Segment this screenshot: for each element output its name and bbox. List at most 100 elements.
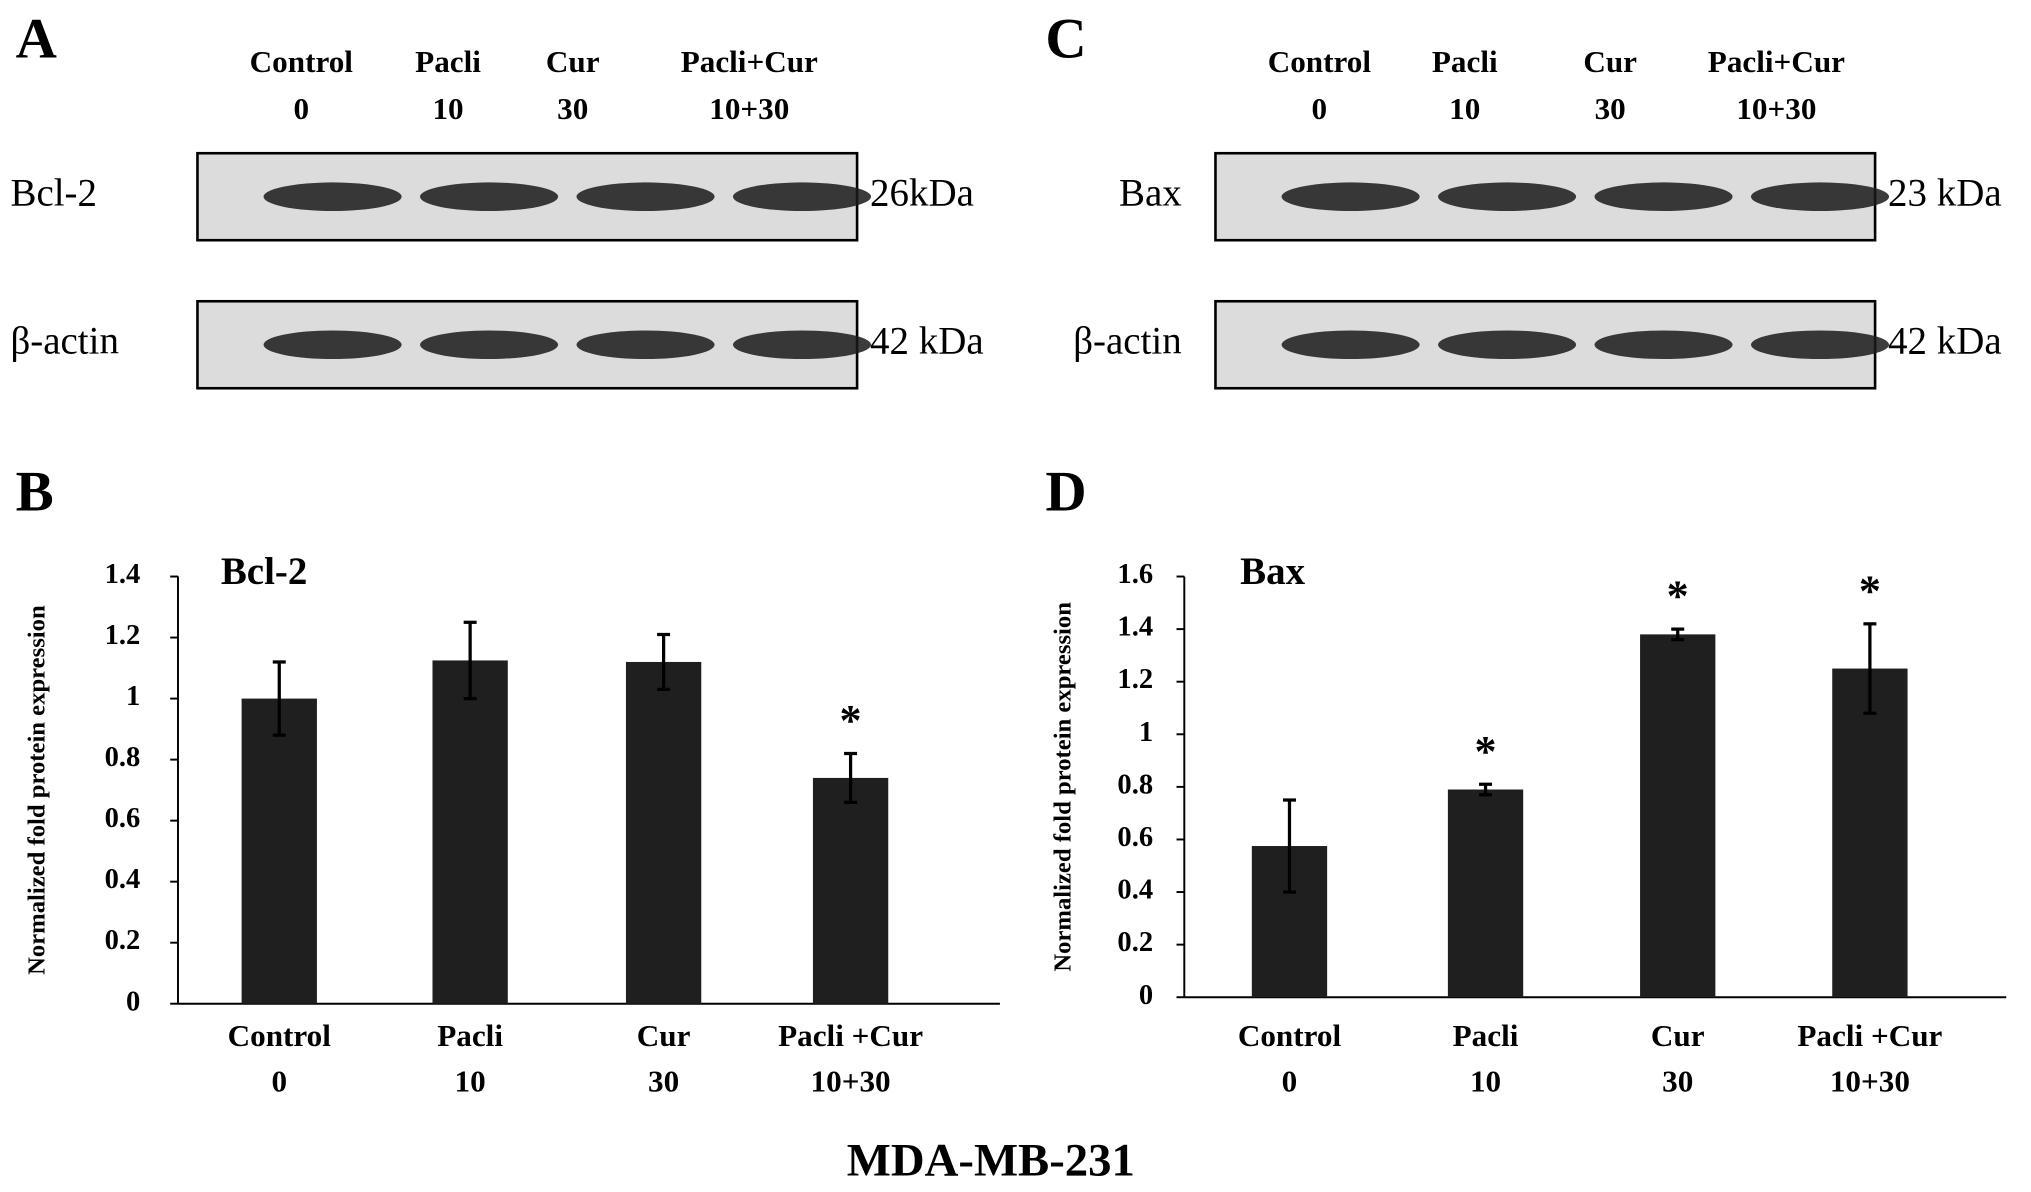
x-tick-label: Cur (637, 1018, 691, 1053)
x-tick-sublabel: 10+30 (811, 1063, 891, 1098)
lane-label: Pacli (415, 44, 481, 79)
x-tick-sublabel: 0 (1282, 1063, 1298, 1098)
panel-letter: C (1045, 7, 1086, 70)
lane-label: Control (250, 44, 354, 79)
blot-band (263, 182, 402, 212)
y-tick-label: 1 (1139, 717, 1153, 748)
blot-band (263, 330, 402, 360)
bar (1447, 789, 1524, 998)
x-tick-label: Pacli +Cur (778, 1018, 923, 1053)
error-bar (1671, 627, 1685, 642)
x-tick-sublabel: 0 (271, 1063, 287, 1098)
band-size: 23 kDa (1888, 172, 2002, 215)
bar (432, 660, 508, 1004)
y-tick-label: 1 (126, 681, 140, 712)
error-bar (463, 620, 477, 701)
bar (1832, 668, 1908, 998)
lane-dose: 10 (1449, 91, 1480, 126)
lane-dose: 10+30 (1736, 91, 1816, 126)
x-tick-label: Cur (1651, 1018, 1705, 1053)
band-size: 42 kDa (870, 320, 984, 363)
row-label: Bcl-2 (10, 172, 97, 215)
error-bar (844, 751, 858, 804)
x-tick-label: Pacli (437, 1018, 503, 1053)
y-tick-label: 1.4 (105, 559, 141, 590)
blot-band (732, 330, 872, 360)
bar (625, 661, 702, 1004)
y-tick-label: 0.4 (105, 864, 141, 895)
y-tick-label: 0 (1139, 980, 1153, 1011)
chart-title: Bax (1240, 550, 1305, 593)
y-tick-label: 0.8 (105, 742, 141, 773)
band-size: 42 kDa (1888, 320, 2002, 363)
blot-band (1438, 182, 1577, 212)
blot-band (576, 330, 715, 360)
y-axis-label: Normalized fold protein expression (1049, 602, 1076, 972)
y-tick-label: 0 (126, 986, 140, 1017)
error-bar (657, 632, 671, 692)
lane-label: Pacli+Cur (681, 44, 818, 79)
y-axis-label: Normalized fold protein expression (24, 605, 51, 975)
blot-band (1594, 182, 1733, 212)
blot-band (420, 182, 559, 212)
y-tick-label: 1.2 (105, 620, 141, 651)
y-tick-label: 1.4 (1117, 612, 1153, 643)
error-bar (1282, 798, 1296, 894)
blot-band (732, 182, 872, 212)
blot-band (420, 330, 559, 360)
lane-label: Cur (1583, 44, 1637, 79)
x-tick-sublabel: 10 (1470, 1063, 1501, 1098)
y-tick-label: 0.8 (1117, 769, 1153, 800)
x-tick-label: Control (228, 1018, 332, 1053)
lane-dose: 10 (432, 91, 463, 126)
lane-label: Control (1268, 44, 1372, 79)
significance-mark: * (1859, 566, 1881, 615)
lane-dose: 10+30 (709, 91, 789, 126)
y-tick-label: 1.6 (1117, 559, 1153, 590)
row-label: Bax (1119, 172, 1182, 215)
x-tick-label: Pacli (1453, 1018, 1519, 1053)
blot-band (1594, 330, 1733, 360)
y-tick-label: 1.2 (1117, 664, 1153, 695)
y-tick-label: 0.2 (1117, 927, 1153, 958)
bar (241, 698, 317, 1004)
chart-title: Bcl-2 (221, 550, 308, 593)
row-label: β-actin (10, 320, 118, 363)
y-tick-label: 0.6 (1117, 822, 1153, 853)
panel-letter: B (16, 460, 54, 523)
lane-dose: 0 (294, 91, 310, 126)
y-tick-label: 0.4 (1117, 875, 1153, 906)
bar (1640, 634, 1716, 998)
significance-mark: * (1667, 572, 1689, 621)
x-tick-label: Control (1238, 1018, 1342, 1053)
band-size: 26kDa (870, 172, 974, 215)
x-tick-sublabel: 30 (648, 1063, 679, 1098)
x-tick-sublabel: 10+30 (1830, 1063, 1910, 1098)
panel-letter: D (1045, 460, 1086, 523)
significance-mark: * (1475, 727, 1497, 776)
x-tick-label: Pacli +Cur (1797, 1018, 1942, 1053)
blot-band (576, 182, 715, 212)
blot-band (1750, 330, 1890, 360)
blot-band (1438, 330, 1577, 360)
panel-letter: A (16, 7, 57, 70)
x-tick-sublabel: 10 (455, 1063, 486, 1098)
blot-band (1750, 182, 1890, 212)
lane-dose: 0 (1312, 91, 1328, 126)
error-bar (1863, 622, 1877, 715)
blot-band (1281, 182, 1420, 212)
bar (812, 777, 889, 1004)
row-label: β-actin (1073, 320, 1181, 363)
y-tick-label: 0.2 (105, 925, 141, 956)
error-bar (1479, 782, 1493, 797)
significance-mark: * (840, 696, 862, 745)
lane-label: Pacli+Cur (1708, 44, 1845, 79)
lane-dose: 30 (1595, 91, 1626, 126)
y-tick-label: 0.6 (105, 803, 141, 834)
lane-label: Pacli (1432, 44, 1498, 79)
cell-line: MDA-MB-231 (847, 1134, 1135, 1186)
error-bar (272, 660, 286, 737)
lane-label: Cur (546, 44, 600, 79)
lane-dose: 30 (557, 91, 588, 126)
